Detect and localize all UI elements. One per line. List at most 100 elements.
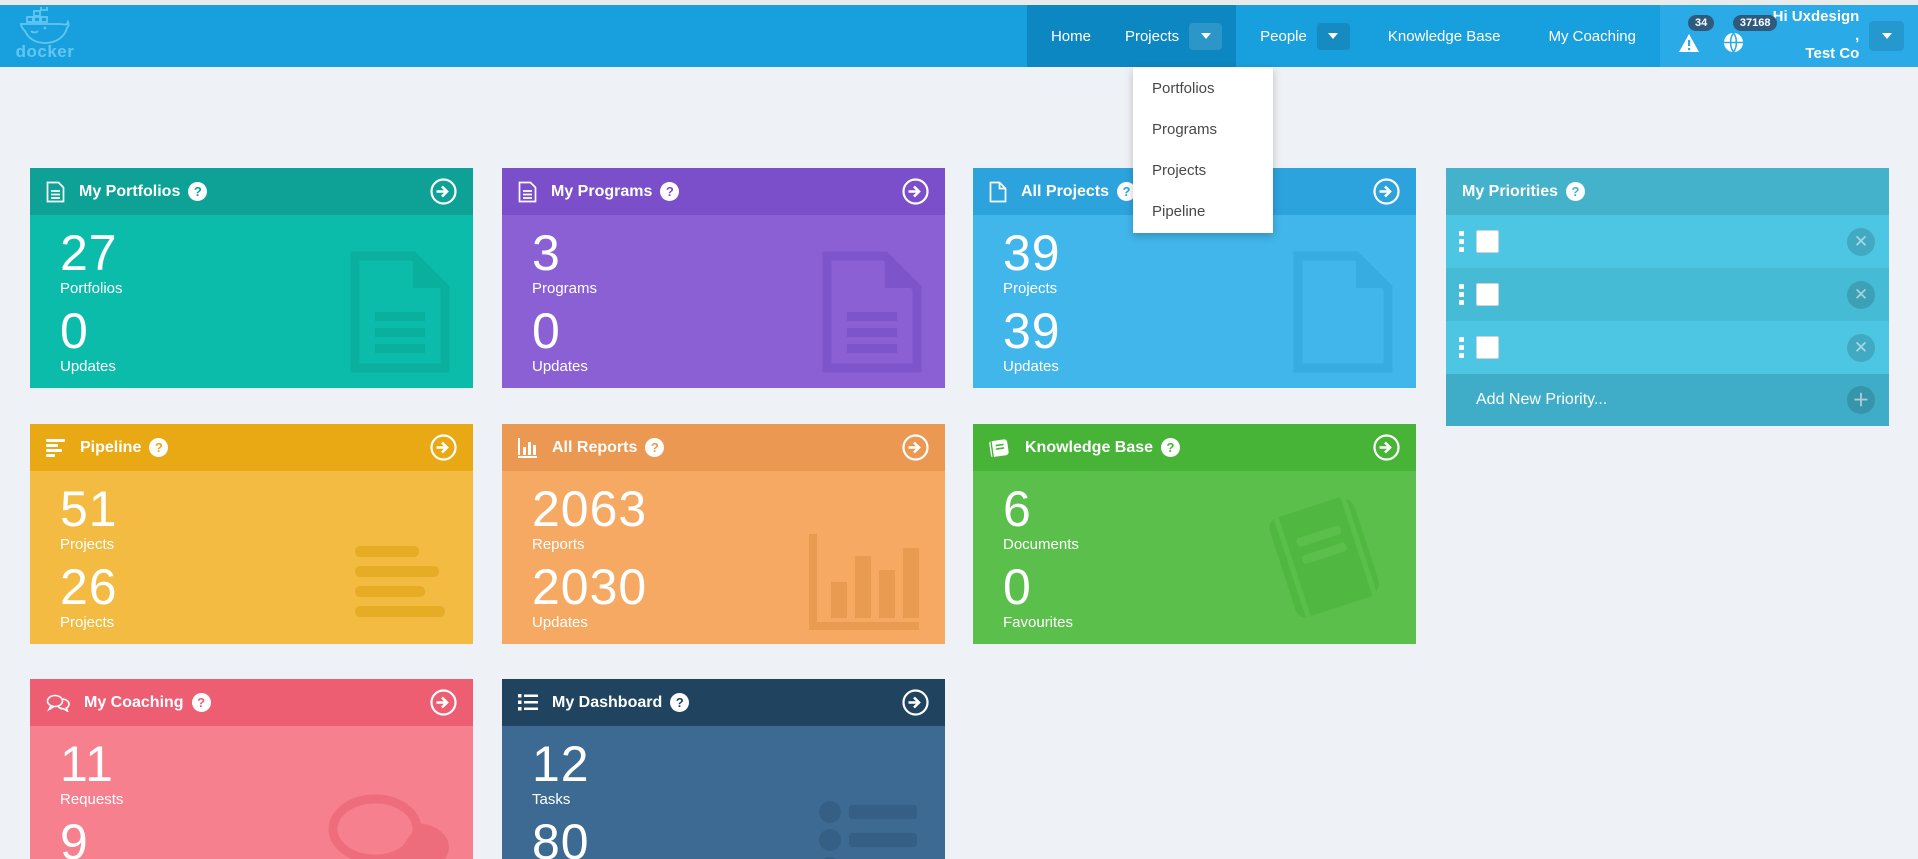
updates-count-badge: 37168	[1732, 15, 1778, 32]
stat-label: Updates	[532, 358, 588, 375]
open-tile-arrow-button[interactable]	[430, 178, 457, 205]
remove-priority-button[interactable]: ✕	[1847, 227, 1875, 256]
stat-value: 0	[532, 303, 561, 359]
warning-triangle-icon	[1679, 34, 1699, 52]
logo-text: docker	[15, 42, 75, 61]
help-icon[interactable]: ?	[188, 182, 208, 201]
pipeline-icon	[46, 438, 65, 457]
stat-label: Updates	[532, 614, 588, 631]
drag-handle-icon[interactable]	[1459, 231, 1464, 252]
stat-label: Updates	[1003, 358, 1059, 375]
bar-chart-icon	[518, 437, 537, 458]
stat-value: 0	[60, 303, 89, 359]
help-icon[interactable]: ?	[660, 182, 680, 201]
priority-checkbox[interactable]	[1476, 336, 1499, 359]
tile-title: My Priorities	[1462, 182, 1559, 200]
document-icon	[518, 181, 537, 202]
page-icon	[989, 181, 1007, 202]
open-tile-arrow-button[interactable]	[902, 434, 929, 461]
stat-value: 9	[60, 814, 89, 859]
stat-value: 39	[1003, 225, 1061, 281]
tile-body: 3 Programs 0 Updates	[502, 215, 945, 388]
app-logo[interactable]: docker	[10, 7, 80, 60]
stat-label: Programs	[532, 280, 598, 297]
menu-item-pipeline[interactable]: Pipeline	[1152, 203, 1206, 220]
tile-body: 6 Documents 0 Favourites	[973, 471, 1416, 644]
help-icon[interactable]: ?	[1161, 438, 1181, 457]
chevron-down-icon	[1328, 33, 1339, 39]
book-icon	[989, 438, 1009, 457]
alerts-button[interactable]: 34	[1678, 15, 1715, 53]
window-chrome-strip	[0, 0, 1918, 5]
priority-row: ✕	[1446, 215, 1889, 268]
tile-my-portfolios: My Portfolios ? 27 Portfolios 0 Updates	[30, 168, 473, 388]
main-nav: Home Projects People Knowledge Base My C…	[1026, 5, 1660, 67]
stat-label: Reports	[532, 536, 585, 553]
open-tile-arrow-button[interactable]	[902, 689, 929, 716]
add-new-priority-label: Add New Priority...	[1476, 391, 1608, 408]
plus-icon[interactable]: ＋	[1847, 386, 1875, 414]
tile-header: My Dashboard ?	[502, 679, 945, 726]
stat-label: Requests	[60, 791, 124, 808]
help-icon[interactable]: ?	[149, 438, 169, 457]
drag-handle-icon[interactable]	[1459, 337, 1464, 358]
help-icon[interactable]: ?	[1566, 182, 1586, 201]
open-tile-arrow-button[interactable]	[1373, 178, 1400, 205]
help-icon[interactable]: ?	[670, 693, 690, 712]
greeting-line2: Test Co	[1805, 45, 1860, 63]
nav-item-knowledge-base[interactable]: Knowledge Base	[1387, 27, 1501, 45]
stat-value: 80	[532, 814, 590, 859]
open-tile-arrow-button[interactable]	[430, 689, 457, 716]
stat-value: 51	[60, 481, 118, 537]
tile-knowledge-base: Knowledge Base ? 6 Documents 0 Favourite…	[973, 424, 1416, 644]
menu-item-portfolios[interactable]: Portfolios	[1152, 80, 1215, 97]
tile-all-reports: All Reports ? 2063 Reports 2030 Updates	[502, 424, 945, 644]
chevron-down-icon	[1200, 33, 1211, 39]
menu-item-programs[interactable]: Programs	[1152, 121, 1218, 138]
open-tile-arrow-button[interactable]	[1373, 434, 1400, 461]
nav-item-projects[interactable]: Projects	[1124, 27, 1180, 45]
globe-icon	[1723, 32, 1743, 53]
help-icon[interactable]: ?	[645, 438, 665, 457]
dashboard-grid: My Portfolios ? 27 Portfolios 0 Updates …	[0, 67, 1918, 859]
user-menu-toggle[interactable]	[1869, 21, 1904, 51]
projects-dropdown-toggle[interactable]	[1189, 22, 1223, 50]
stat-value: 26	[60, 559, 118, 615]
stat-label: Projects	[60, 614, 115, 631]
global-updates-button[interactable]: 37168	[1723, 15, 1778, 53]
nav-item-home[interactable]: Home	[1050, 27, 1091, 45]
priority-checkbox[interactable]	[1476, 283, 1499, 306]
menu-item-projects[interactable]: Projects	[1152, 162, 1207, 179]
remove-priority-button[interactable]: ✕	[1847, 280, 1875, 309]
open-tile-arrow-button[interactable]	[902, 178, 929, 205]
tile-title: Pipeline	[80, 438, 142, 456]
tile-body: 39 Projects 39 Updates	[973, 215, 1416, 388]
alerts-count-badge: 34	[1688, 15, 1715, 32]
add-new-priority-button[interactable]: Add New Priority... ＋	[1446, 374, 1889, 426]
stat-value: 2063	[532, 481, 648, 537]
app-header: docker Home Projects People Knowledge Ba…	[0, 5, 1918, 67]
nav-group-people: People	[1236, 5, 1364, 67]
tile-my-priorities: My Priorities ? ✕ ✕ ✕ Add New Priority..…	[1446, 168, 1889, 426]
remove-priority-button[interactable]: ✕	[1847, 333, 1875, 362]
nav-item-my-coaching[interactable]: My Coaching	[1548, 27, 1636, 45]
help-icon[interactable]: ?	[1117, 182, 1137, 201]
priority-row: ✕	[1446, 321, 1889, 374]
tile-body: 12 Tasks 80 Actions	[502, 726, 945, 859]
priority-checkbox[interactable]	[1476, 230, 1499, 253]
stat-label: Documents	[1003, 536, 1079, 553]
tile-pipeline: Pipeline ? 51 Projects 26 Projects	[30, 424, 473, 644]
open-tile-arrow-button[interactable]	[430, 434, 457, 461]
stat-label: Portfolios	[60, 280, 123, 297]
drag-handle-icon[interactable]	[1459, 284, 1464, 305]
tile-title: Knowledge Base	[1025, 438, 1154, 456]
chevron-down-icon	[1881, 33, 1892, 39]
stat-value: 0	[1003, 559, 1032, 615]
help-icon[interactable]: ?	[191, 693, 211, 712]
nav-item-people[interactable]: People	[1260, 27, 1307, 45]
list-icon	[518, 694, 538, 711]
tile-title: My Portfolios	[79, 182, 181, 200]
document-icon	[46, 181, 65, 202]
tile-header: Pipeline ?	[30, 424, 473, 471]
people-dropdown-toggle[interactable]	[1316, 22, 1350, 50]
